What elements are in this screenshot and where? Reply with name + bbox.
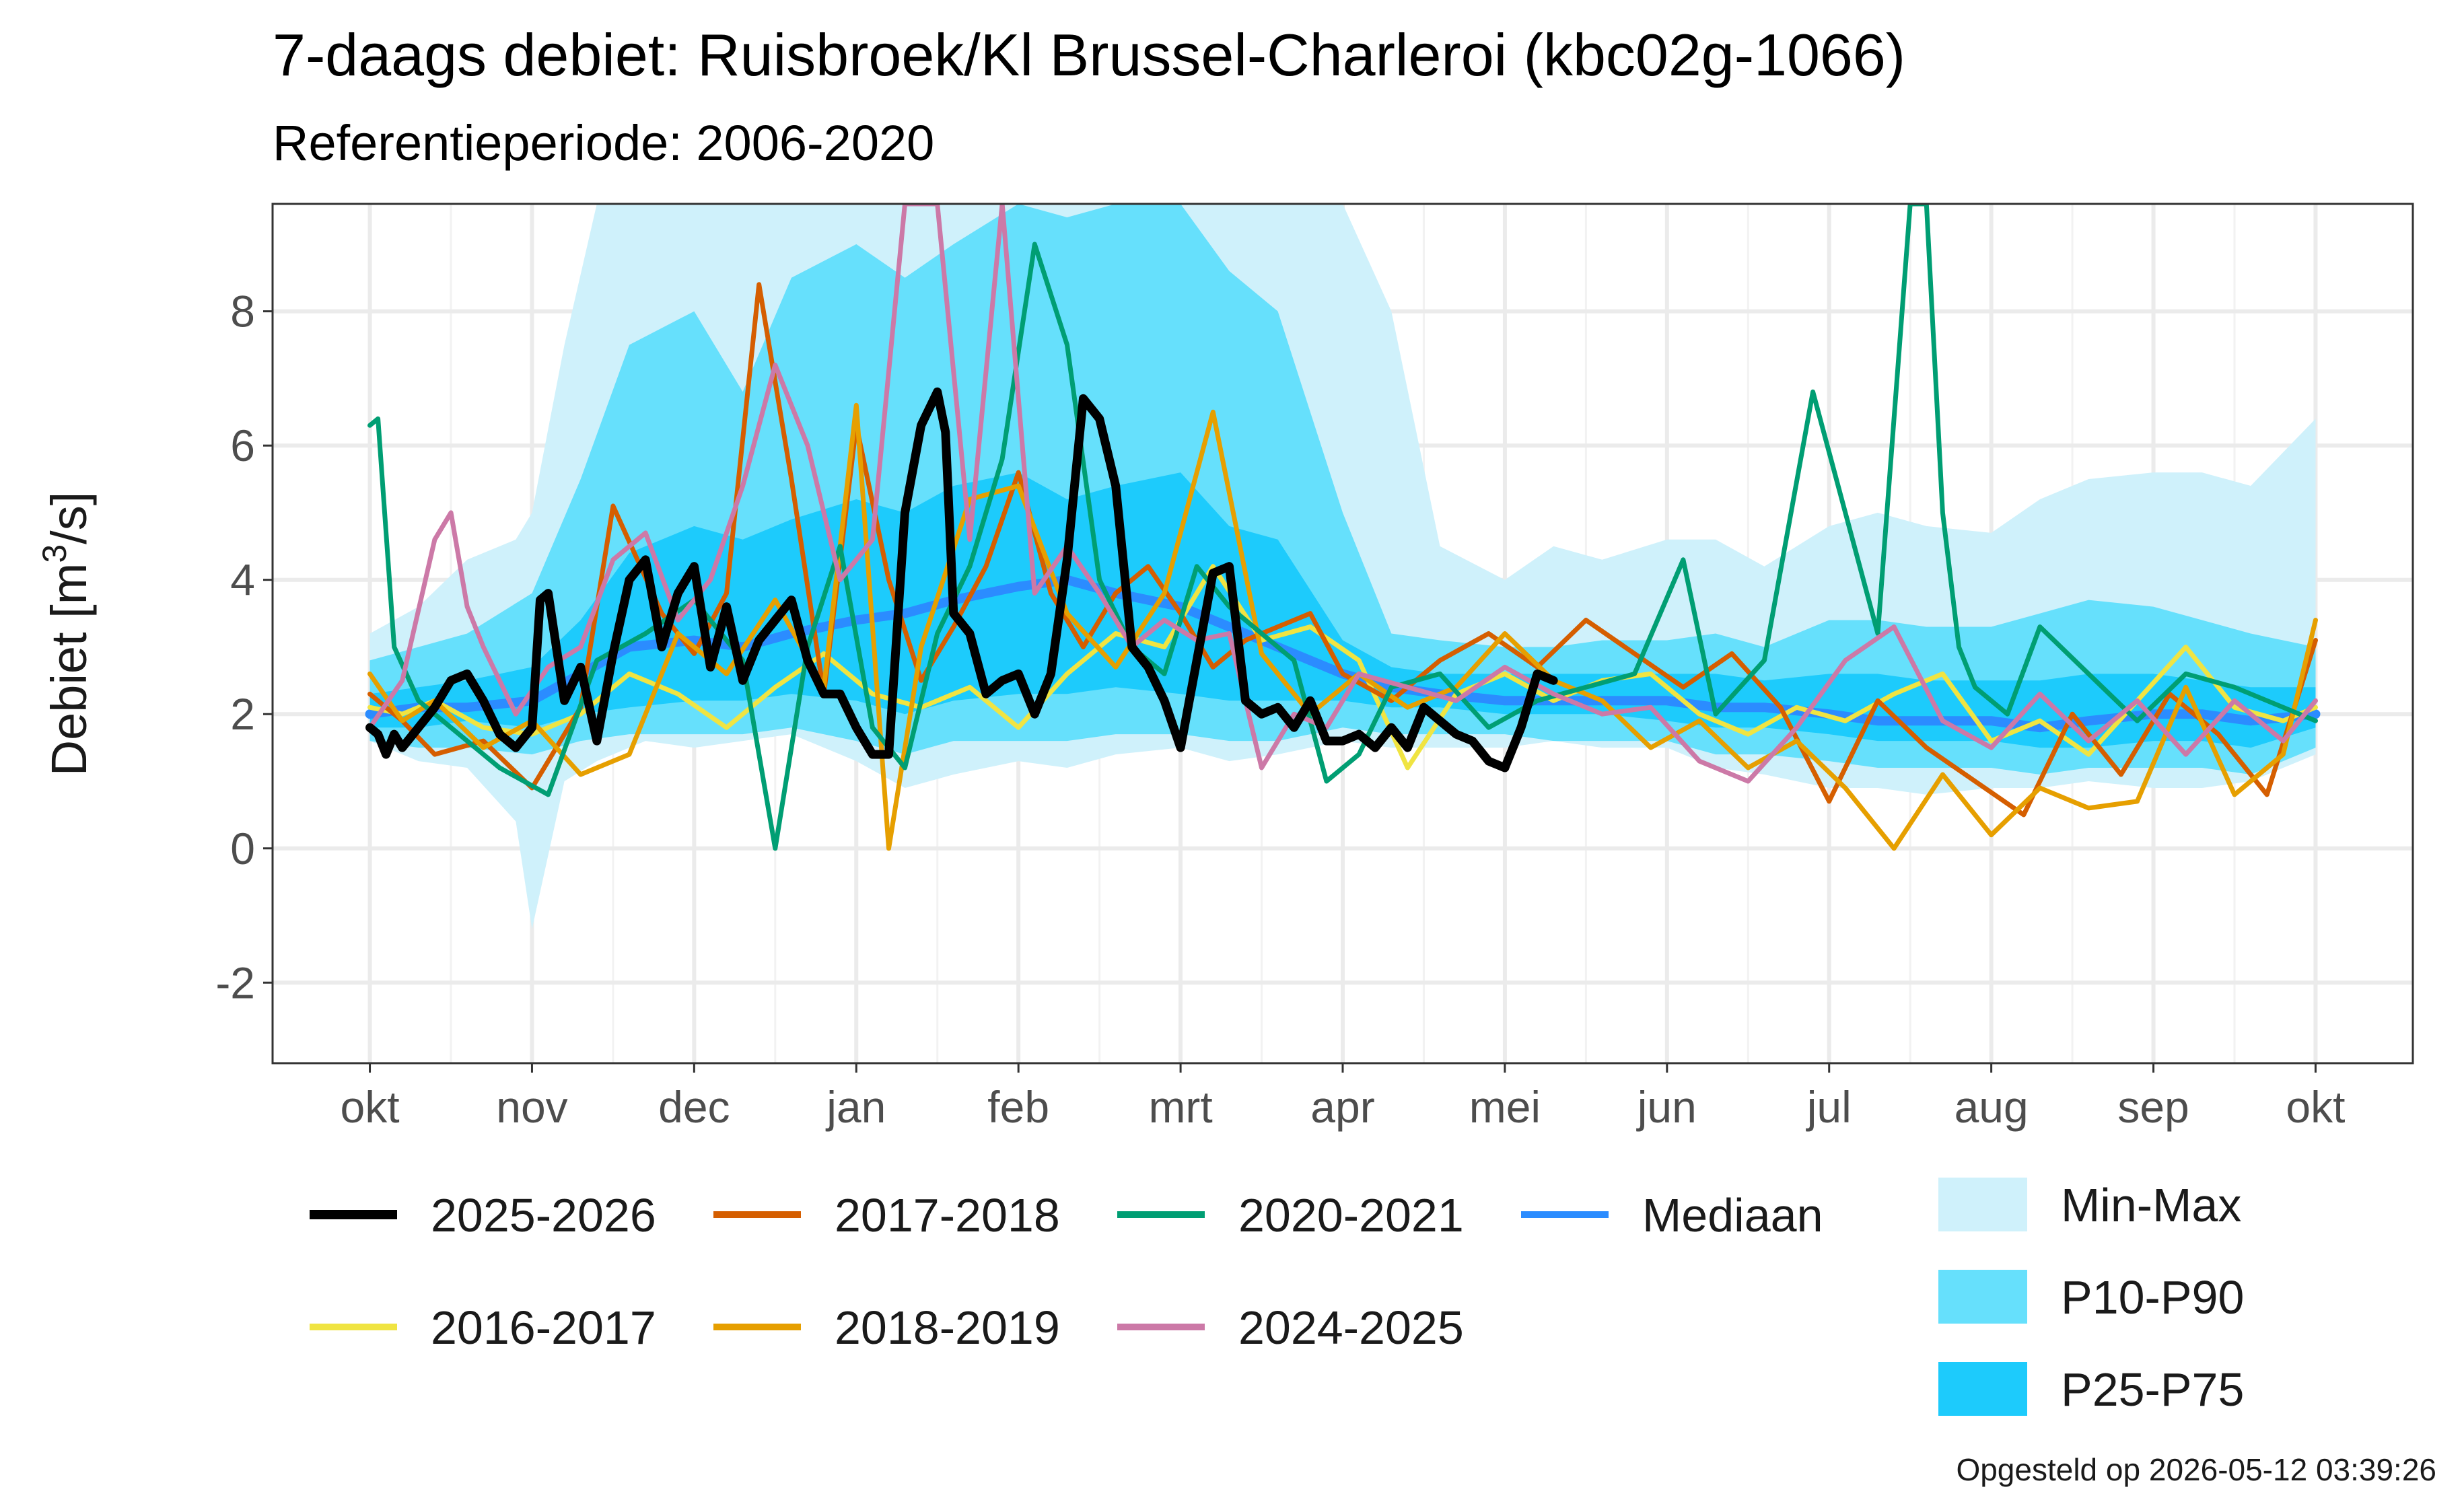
x-tick-label: sep <box>2117 1082 2189 1132</box>
y-tick-label: 2 <box>230 689 255 739</box>
chart-title: 7-daags debiet: Ruisbroek/Kl Brussel-Cha… <box>273 22 1905 88</box>
x-tick-label: apr <box>1310 1082 1374 1132</box>
legend-label: 2020-2021 <box>1238 1189 1464 1242</box>
x-tick-label: jun <box>1636 1082 1697 1132</box>
y-axis-title-tail: /s] <box>41 492 97 544</box>
y-axis: -2 0 2 4 6 8 <box>215 287 273 1007</box>
series-layer <box>365 204 2321 851</box>
x-tick-label: jul <box>1806 1082 1852 1132</box>
x-tick-label: dec <box>658 1082 730 1132</box>
y-tick-label: 6 <box>230 421 255 470</box>
series-line-2025-2026 <box>365 387 1558 772</box>
legend-label: Min-Max <box>2061 1179 2241 1231</box>
series-line-2017-2018 <box>367 282 2318 818</box>
y-axis-title-sup: 3 <box>36 544 73 563</box>
legend-label: Mediaan <box>1642 1189 1823 1242</box>
legend-swatch <box>1938 1270 2027 1324</box>
y-tick-label: 8 <box>230 287 255 336</box>
legend-label: 2025-2026 <box>431 1189 656 1242</box>
legend-swatch <box>1938 1362 2027 1416</box>
x-axis: okt nov dec jan feb mrt apr mei jun jul aug sep okt <box>341 1063 2345 1132</box>
y-tick-label: -2 <box>215 958 255 1007</box>
y-tick-label: 0 <box>230 824 255 873</box>
legend-label: P10-P90 <box>2061 1271 2244 1324</box>
x-tick-label: okt <box>341 1082 400 1132</box>
y-axis-title: Debiet [m3/s] <box>36 492 97 777</box>
legend-swatch <box>1938 1178 2027 1231</box>
legend-label: P25-P75 <box>2061 1363 2244 1416</box>
x-tick-label: aug <box>1955 1082 2029 1132</box>
x-tick-label: mei <box>1469 1082 1541 1132</box>
x-tick-label: okt <box>2286 1082 2345 1132</box>
x-tick-label: jan <box>825 1082 886 1132</box>
y-tick-label: 4 <box>230 555 255 605</box>
x-tick-label: nov <box>496 1082 567 1132</box>
legend-label: 2016-2017 <box>431 1301 656 1354</box>
legend: 2025-2026 2017-2018 2020-2021 Mediaan 2016-2… <box>310 1178 2244 1416</box>
x-tick-label: feb <box>987 1082 1049 1132</box>
legend-label: 2018-2019 <box>835 1301 1060 1354</box>
legend-label: 2017-2018 <box>835 1189 1060 1242</box>
legend-label: 2024-2025 <box>1238 1301 1464 1354</box>
y-axis-title-main: Debiet [m <box>41 563 97 777</box>
x-tick-label: mrt <box>1148 1082 1212 1132</box>
chart-subtitle: Referentieperiode: 2006-2020 <box>273 115 934 171</box>
caption: Opgesteld op 2026-05-12 03:39:26 <box>1956 1452 2436 1487</box>
series-line-2024-2025 <box>367 204 2318 784</box>
